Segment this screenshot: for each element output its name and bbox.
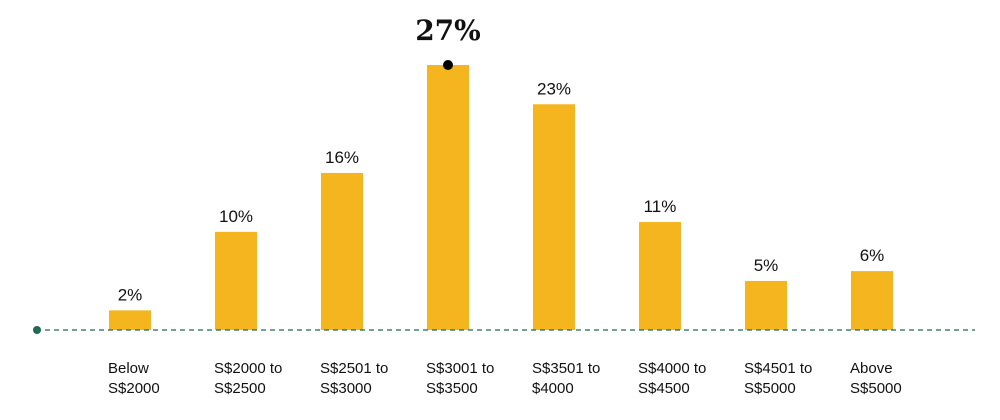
category-label-6: S$4501 to S$5000	[744, 360, 812, 397]
category-label-7: Above S$5000	[850, 360, 902, 397]
data-label-6: 5%	[754, 256, 779, 275]
bar-3	[427, 65, 469, 330]
category-label-7-line-1: S$5000	[850, 380, 902, 397]
bar-5	[639, 222, 681, 330]
category-label-6-line-1: S$5000	[744, 380, 796, 397]
category-label-6-line-0: S$4501 to	[744, 360, 812, 377]
peak-marker	[443, 60, 453, 70]
category-label-2: S$2501 to S$3000	[320, 360, 388, 397]
category-label-0-line-1: S$2000	[108, 380, 160, 397]
data-label-3: 27%	[415, 14, 481, 47]
category-label-3: S$3001 to S$3500	[426, 360, 494, 397]
category-label-3-line-0: S$3001 to	[426, 360, 494, 377]
category-label-4: S$3501 to $4000	[532, 360, 600, 397]
category-label-7-line-0: Above	[850, 360, 893, 377]
category-label-5-line-0: S$4000 to	[638, 360, 706, 377]
data-label-0: 2%	[118, 285, 143, 304]
bar-6	[745, 280, 787, 330]
category-label-1-line-0: S$2000 to	[214, 360, 282, 377]
bar-7	[851, 271, 893, 330]
data-labels-group: 2% 10% 16% 27% 23% 11% 5% 6%	[118, 14, 885, 304]
baseline-start-dot	[33, 326, 41, 334]
category-label-3-line-1: S$3500	[426, 380, 478, 397]
category-label-5: S$4000 to S$4500	[638, 360, 706, 397]
bars-group	[109, 65, 893, 330]
data-label-7: 6%	[860, 246, 885, 265]
data-label-4: 23%	[537, 79, 571, 98]
category-label-2-line-0: S$2501 to	[320, 360, 388, 377]
category-label-0-line-0: Below	[108, 360, 149, 377]
bar-4	[533, 104, 575, 330]
category-label-4-line-0: S$3501 to	[532, 360, 600, 377]
data-label-2: 16%	[325, 148, 359, 167]
category-label-1: S$2000 to S$2500	[214, 360, 282, 397]
category-label-0: Below S$2000	[108, 360, 160, 397]
category-label-5-line-1: S$4500	[638, 380, 690, 397]
category-labels-group: Below S$2000 S$2000 to S$2500 S$2501 to S$300…	[108, 360, 902, 397]
category-label-4-line-1: $4000	[532, 380, 574, 397]
bar-0	[109, 310, 151, 330]
category-label-2-line-1: S$3000	[320, 380, 372, 397]
category-label-1-line-1: S$2500	[214, 380, 266, 397]
data-label-5: 11%	[644, 197, 677, 216]
data-label-1: 10%	[219, 207, 253, 226]
bar-1	[215, 231, 257, 330]
bar-2	[321, 172, 363, 330]
